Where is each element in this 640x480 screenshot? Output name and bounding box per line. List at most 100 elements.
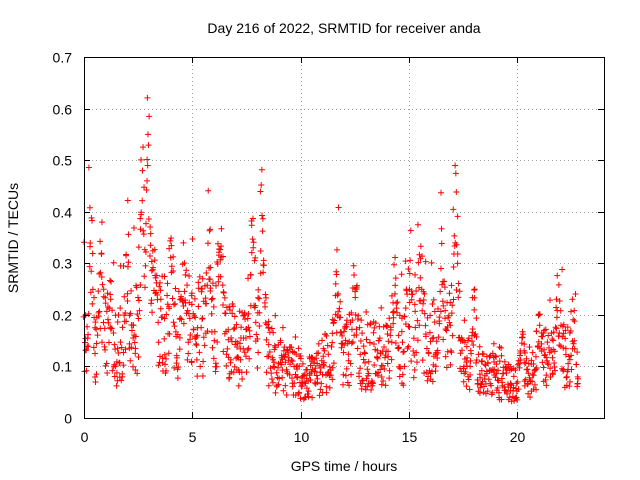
data-point: [87, 289, 94, 296]
data-point: [348, 371, 355, 378]
data-point: [125, 231, 132, 238]
data-point: [546, 349, 553, 356]
data-point: [120, 349, 127, 356]
data-point: [278, 352, 285, 359]
data-point: [219, 282, 226, 289]
data-point: [166, 305, 173, 312]
data-point: [227, 307, 234, 313]
data-point: [140, 144, 147, 151]
data-point: [130, 225, 137, 232]
data-point: [473, 333, 480, 340]
data-point: [199, 372, 206, 379]
data-point: [573, 361, 580, 368]
data-point: [262, 294, 269, 301]
data-point: [113, 382, 120, 389]
data-point: [147, 224, 154, 231]
data-point: [108, 278, 115, 285]
data-point: [512, 367, 519, 374]
data-point: [315, 340, 322, 347]
data-point: [430, 296, 437, 303]
data-point: [555, 281, 562, 288]
data-point: [384, 323, 391, 330]
data-point: [242, 353, 249, 360]
data-point: [489, 389, 496, 396]
x-tick-label: 15: [402, 429, 418, 445]
data-point: [213, 282, 220, 289]
data-point: [175, 364, 182, 371]
data-point: [392, 254, 399, 261]
data-point: [166, 330, 173, 337]
data-point: [258, 212, 265, 219]
data-point: [486, 353, 493, 360]
data-point: [551, 348, 558, 355]
data-point: [149, 266, 156, 273]
data-point: [199, 286, 206, 293]
data-point: [139, 167, 146, 174]
data-point: [385, 338, 392, 345]
data-point: [562, 327, 569, 334]
data-point: [92, 373, 99, 380]
data-point: [295, 390, 302, 397]
data-point: [529, 378, 536, 385]
data-point: [394, 344, 401, 351]
data-point: [519, 328, 526, 335]
data-point: [434, 355, 441, 362]
data-point: [279, 374, 286, 381]
data-point: [147, 253, 154, 260]
data-point: [245, 310, 252, 317]
y-tick-label: 0.6: [53, 102, 73, 118]
data-point: [544, 360, 551, 367]
data-point: [159, 355, 166, 362]
data-point: [340, 381, 347, 388]
data-point: [271, 359, 278, 366]
data-point: [119, 370, 126, 377]
data-point: [401, 363, 408, 370]
data-point: [98, 339, 105, 346]
data-point: [87, 239, 94, 246]
data-point: [552, 324, 559, 331]
data-point: [555, 333, 562, 340]
data-point: [117, 339, 124, 346]
data-point: [450, 263, 457, 270]
data-point: [469, 325, 476, 332]
data-point: [161, 335, 168, 342]
data-point: [205, 187, 212, 194]
data-point: [397, 363, 404, 370]
data-point: [363, 336, 370, 343]
data-point: [375, 337, 382, 344]
data-point: [473, 356, 480, 363]
data-point: [107, 296, 114, 303]
data-point: [240, 312, 247, 319]
data-point: [174, 375, 181, 382]
data-point: [178, 316, 185, 323]
data-point: [542, 376, 549, 383]
data-point: [357, 365, 364, 372]
data-point: [517, 356, 524, 363]
data-point: [233, 321, 240, 328]
data-point: [207, 276, 214, 283]
data-point: [478, 358, 485, 365]
data-point: [547, 365, 554, 372]
data-point: [149, 309, 156, 316]
data-point: [161, 351, 168, 358]
data-point: [365, 370, 372, 377]
data-point: [163, 355, 170, 362]
data-point: [571, 318, 578, 325]
data-point: [254, 335, 261, 342]
data-point: [553, 325, 560, 332]
data-point: [236, 340, 243, 347]
data-point: [311, 368, 318, 375]
data-point: [388, 292, 395, 299]
data-point: [323, 389, 330, 396]
data-point: [510, 373, 517, 380]
data-point: [132, 333, 139, 340]
data-point: [142, 220, 149, 227]
data-point: [434, 349, 441, 356]
data-point: [228, 334, 235, 341]
data-point: [519, 334, 526, 341]
data-point: [345, 351, 352, 358]
data-point: [400, 382, 407, 389]
data-point: [209, 280, 216, 287]
data-point: [551, 364, 558, 371]
data-point: [541, 346, 548, 353]
